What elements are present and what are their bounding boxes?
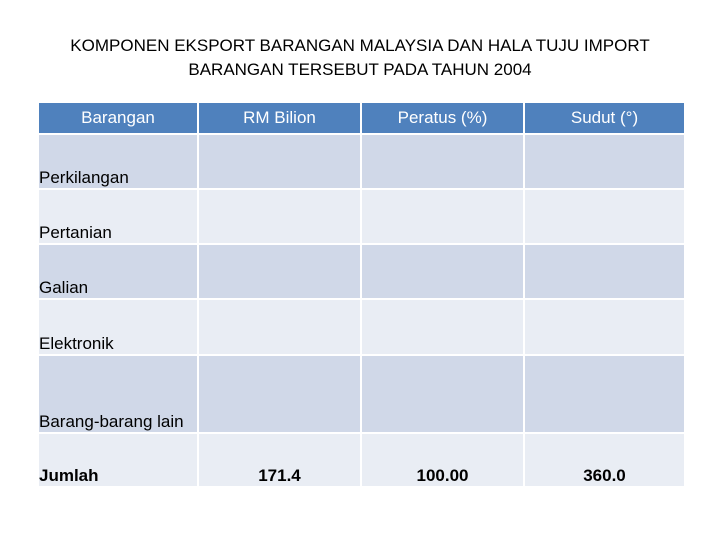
cell-sudut: [523, 354, 686, 434]
row-label-barang-barang-lain: Barang-barang lain: [37, 354, 199, 434]
cell-peratus: [360, 188, 525, 245]
export-table: Barangan RM Bilion Peratus (%) Sudut (°)…: [37, 101, 686, 488]
cell-sudut: [523, 298, 686, 356]
title-line-2: BARANGAN TERSEBUT PADA TAHUN 2004: [188, 60, 532, 79]
cell-rm: [197, 133, 362, 190]
total-row: Jumlah 171.4 100.00 360.0: [37, 432, 686, 488]
cell-rm: [197, 354, 362, 434]
cell-rm: [197, 298, 362, 356]
table-row: Elektronik: [37, 298, 686, 356]
table-row: Barang-barang lain: [37, 354, 686, 434]
header-sudut: Sudut (°): [523, 101, 686, 135]
row-label-pertanian: Pertanian: [37, 188, 199, 245]
cell-total-sudut: 360.0: [523, 432, 686, 488]
cell-peratus: [360, 133, 525, 190]
row-label-elektronik: Elektronik: [37, 298, 199, 356]
cell-peratus: [360, 354, 525, 434]
header-rm-bilion: RM Bilion: [197, 101, 362, 135]
header-peratus: Peratus (%): [360, 101, 525, 135]
cell-total-rm: 171.4: [197, 432, 362, 488]
row-label-galian: Galian: [37, 243, 199, 300]
cell-peratus: [360, 298, 525, 356]
row-label-jumlah: Jumlah: [37, 432, 199, 488]
table-row: Galian: [37, 243, 686, 300]
header-barangan: Barangan: [37, 101, 199, 135]
table-row: Pertanian: [37, 188, 686, 245]
cell-total-peratus: 100.00: [360, 432, 525, 488]
cell-peratus: [360, 243, 525, 300]
page-title: KOMPONEN EKSPORT BARANGAN MALAYSIA DAN H…: [40, 34, 680, 82]
cell-sudut: [523, 133, 686, 190]
cell-sudut: [523, 243, 686, 300]
table-row: Perkilangan: [37, 133, 686, 190]
title-line-1: KOMPONEN EKSPORT BARANGAN MALAYSIA DAN H…: [70, 36, 650, 55]
row-label-perkilangan: Perkilangan: [37, 133, 199, 190]
header-row: Barangan RM Bilion Peratus (%) Sudut (°): [37, 101, 686, 135]
cell-rm: [197, 243, 362, 300]
cell-rm: [197, 188, 362, 245]
cell-sudut: [523, 188, 686, 245]
